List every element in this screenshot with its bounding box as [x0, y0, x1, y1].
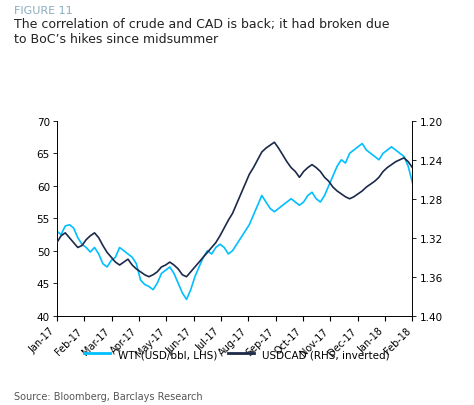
USDCAD (RHS, inverted)	[410, 166, 415, 171]
Text: The correlation of crude and CAD is back; it had broken due: The correlation of crude and CAD is back…	[14, 18, 390, 31]
WTI (USD/bbl, LHS)	[364, 148, 369, 153]
WTI (USD/bbl, LHS)	[330, 174, 336, 179]
USDCAD (RHS, inverted)	[364, 185, 369, 190]
WTI (USD/bbl, LHS)	[359, 142, 365, 147]
Legend: WTI (USD/bbl, LHS), USDCAD (RHS, inverted): WTI (USD/bbl, LHS), USDCAD (RHS, inverte…	[80, 345, 394, 363]
USDCAD (RHS, inverted)	[146, 275, 152, 279]
WTI (USD/bbl, LHS)	[410, 181, 415, 185]
USDCAD (RHS, inverted)	[63, 231, 68, 236]
USDCAD (RHS, inverted)	[334, 189, 340, 194]
WTI (USD/bbl, LHS)	[71, 226, 76, 231]
Line: WTI (USD/bbl, LHS): WTI (USD/bbl, LHS)	[57, 144, 412, 300]
WTI (USD/bbl, LHS)	[230, 249, 236, 254]
Text: FIGURE 11: FIGURE 11	[14, 6, 73, 16]
WTI (USD/bbl, LHS)	[54, 229, 60, 234]
Text: to BoC’s hikes since midsummer: to BoC’s hikes since midsummer	[14, 33, 219, 46]
USDCAD (RHS, inverted)	[230, 211, 236, 216]
WTI (USD/bbl, LHS)	[91, 245, 97, 250]
Text: Source: Bloomberg, Barclays Research: Source: Bloomberg, Barclays Research	[14, 391, 203, 401]
USDCAD (RHS, inverted)	[54, 241, 60, 245]
WTI (USD/bbl, LHS)	[63, 224, 68, 229]
USDCAD (RHS, inverted)	[71, 241, 76, 245]
USDCAD (RHS, inverted)	[91, 231, 97, 236]
WTI (USD/bbl, LHS)	[184, 297, 190, 302]
Line: USDCAD (RHS, inverted): USDCAD (RHS, inverted)	[57, 143, 412, 277]
USDCAD (RHS, inverted)	[272, 141, 277, 145]
